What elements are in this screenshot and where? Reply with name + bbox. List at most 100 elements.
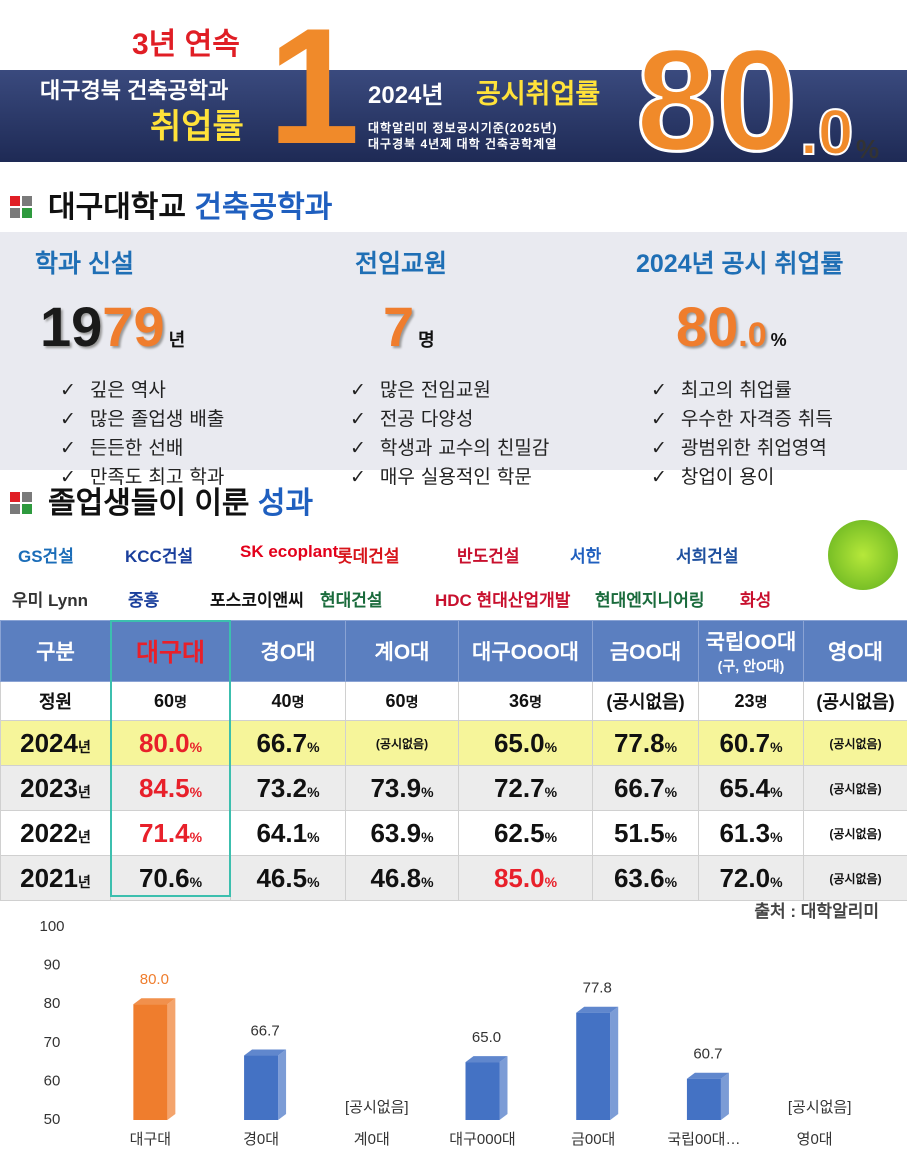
x-tick-label: 대구대 bbox=[130, 1131, 171, 1148]
cell-text: (공시없음) bbox=[829, 826, 882, 841]
table-cell: 2022년 bbox=[0, 810, 111, 856]
x-tick-label: 경0대 bbox=[243, 1131, 279, 1148]
table-cell: 23명 bbox=[698, 681, 804, 721]
cell-unit: % bbox=[664, 873, 678, 890]
heading-icon bbox=[10, 196, 34, 220]
header-text: 경O대 bbox=[260, 641, 316, 664]
cell-unit: % bbox=[664, 783, 678, 800]
cell-text: 23 bbox=[734, 690, 755, 711]
cell-text: (공시없음) bbox=[606, 692, 685, 712]
table-cell: 73.2% bbox=[230, 765, 346, 811]
table-cell: 65.0% bbox=[458, 720, 593, 766]
table-cell: 63.6% bbox=[592, 855, 699, 901]
cell-unit: 명 bbox=[291, 693, 305, 710]
heading-accent: 건축공학과 bbox=[194, 191, 333, 224]
fact-title: 학과 신설 bbox=[35, 250, 134, 278]
table-cell: 60.7% bbox=[698, 720, 804, 766]
heading-accent: 성과 bbox=[257, 487, 314, 520]
fact-number: 80.0% bbox=[636, 294, 907, 359]
x-tick-label: 금00대 bbox=[571, 1131, 615, 1148]
cell-text: 64.1 bbox=[256, 817, 308, 848]
cell-unit: % bbox=[307, 828, 320, 845]
highlight-frame bbox=[110, 620, 231, 897]
cell-unit: 명 bbox=[405, 693, 419, 710]
bar-side bbox=[720, 1072, 729, 1120]
fact-title: 2024년 공시 취업률 bbox=[636, 250, 844, 278]
value-label: 77.8 bbox=[583, 980, 612, 997]
table-cell: 77.8% bbox=[592, 720, 699, 766]
value-label: 66.7 bbox=[250, 1023, 279, 1040]
table-cell: (공시없음) bbox=[803, 765, 907, 811]
banner-rate: .0 bbox=[799, 96, 854, 168]
company-logo: 화성 bbox=[740, 591, 772, 610]
cell-text: 60 bbox=[154, 690, 175, 711]
value-label: 60.7 bbox=[693, 1046, 722, 1063]
company-logo: 서한 bbox=[570, 547, 602, 566]
cell-text: 72.7 bbox=[493, 772, 545, 803]
check-item: 매우 실용적인 학문 bbox=[350, 462, 645, 491]
cell-unit: % bbox=[770, 738, 783, 755]
cell-text: 77.8 bbox=[613, 727, 665, 758]
chart: 50 60 70 80 90 100 대구대 80.0 경0대 66.7 계0대 [공시없음] 대구00… bbox=[39, 918, 851, 1148]
header-cell: 국립OO대 (구, 안O대) bbox=[698, 620, 804, 682]
table-cell: 85.0% bbox=[458, 855, 593, 901]
cell-unit: % bbox=[189, 738, 203, 755]
header-text: 금OO대 bbox=[609, 641, 682, 664]
bar-side bbox=[499, 1056, 508, 1120]
cell-text: 62.5 bbox=[493, 817, 545, 848]
bar-top bbox=[133, 998, 176, 1005]
streak: 3년 연속 bbox=[132, 28, 240, 61]
company-logo: 우미 Lynn bbox=[12, 591, 88, 610]
table-cell: 63.9% bbox=[345, 810, 459, 856]
cell-text: 2024 bbox=[20, 727, 78, 758]
table-cell: 36명 bbox=[458, 681, 593, 721]
cell-text: 61.3 bbox=[719, 817, 771, 848]
fact-number: 1979 년 bbox=[35, 294, 335, 359]
table-cell: 정원 bbox=[0, 681, 111, 721]
table-cell: 65.4% bbox=[698, 765, 804, 811]
check-item: 만족도 최고 학과 bbox=[60, 462, 335, 491]
bar bbox=[686, 1078, 721, 1120]
bar bbox=[576, 1012, 611, 1120]
cell-text: (공시없음) bbox=[829, 871, 882, 886]
heading: 졸업생들이 이룬 성과 bbox=[48, 489, 313, 519]
heading: 대구대학교 건축공학과 bbox=[48, 193, 332, 223]
table-cell: 2023년 bbox=[0, 765, 111, 811]
table-cell: 46.8% bbox=[345, 855, 459, 901]
cell-text: (공시없음) bbox=[375, 736, 429, 751]
company-logo: KCC건설 bbox=[125, 547, 194, 566]
cell-unit: 년 bbox=[77, 738, 91, 755]
company-logo: 중흥 bbox=[128, 591, 160, 610]
cell-unit: % bbox=[307, 738, 320, 755]
cell-unit: 명 bbox=[174, 693, 187, 710]
check-item: 든든한 선배 bbox=[60, 433, 335, 462]
cell-text: 73.9 bbox=[370, 772, 422, 803]
cell-text: 46.5 bbox=[256, 862, 308, 893]
cell-text: 36 bbox=[509, 690, 530, 711]
cell-text: (공시없음) bbox=[816, 692, 895, 712]
y-tick-label: 60 bbox=[44, 1072, 61, 1089]
banner-title: 공시취업률 bbox=[476, 79, 601, 109]
fact: 학과 신설 1979년깊은 역사많은 졸업생 배출든든한 선배만족도 최고 학과 bbox=[35, 244, 335, 491]
cell-text: 85.0 bbox=[493, 862, 545, 893]
checklist: 깊은 역사많은 졸업생 배출든든한 선배만족도 최고 학과 bbox=[35, 375, 335, 491]
cell-unit: % bbox=[770, 828, 783, 845]
fact: 전임교원 7명많은 전임교원전공 다양성학생과 교수의 친밀감매우 실용적인 학문 bbox=[345, 244, 645, 491]
check-item: 광범위한 취업영역 bbox=[651, 433, 907, 462]
table-cell: 72.0% bbox=[698, 855, 804, 901]
check-item: 많은 전임교원 bbox=[350, 375, 645, 404]
cell-unit: % bbox=[189, 873, 203, 890]
table-cell: (공시없음) bbox=[803, 681, 907, 721]
table-cell: 51.5% bbox=[592, 810, 699, 856]
table-cell: (공시없음) bbox=[803, 720, 907, 766]
cell-unit: % bbox=[189, 783, 203, 800]
cell-unit: 명 bbox=[529, 693, 542, 710]
cell-unit: 년 bbox=[77, 828, 91, 845]
heading-text: 졸업생들이 이룬 bbox=[48, 487, 250, 520]
company-logo: 롯데건설 bbox=[337, 547, 400, 566]
y-tick-label: 80 bbox=[44, 995, 61, 1012]
bar-top bbox=[576, 1006, 619, 1013]
table-cell: 40명 bbox=[230, 681, 346, 721]
